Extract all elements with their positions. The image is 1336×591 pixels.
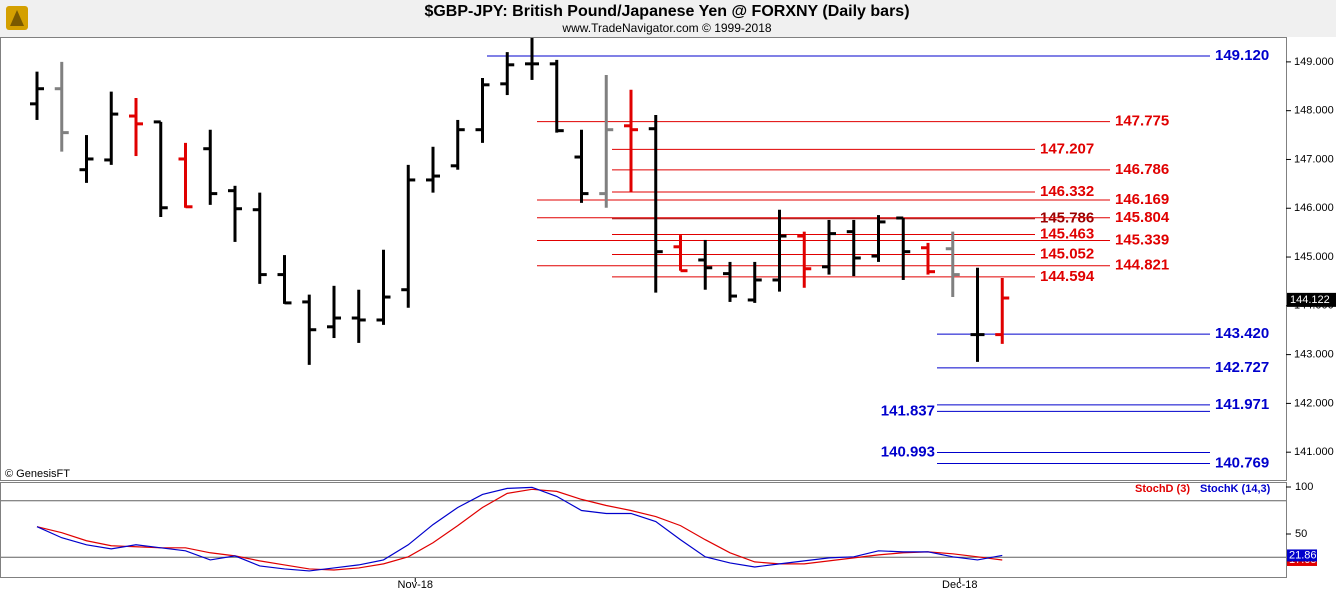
level-label: 145.804 (1115, 209, 1170, 226)
level-label: 144.594 (1040, 268, 1095, 285)
level-label: 140.769 (1215, 454, 1269, 471)
y-tick-label: 145.000 (1294, 251, 1334, 263)
level-label: 141.971 (1215, 396, 1269, 413)
level-label: 145.463 (1040, 225, 1094, 242)
chart-subtitle: www.TradeNavigator.com © 1999-2018 (561, 21, 771, 35)
last-value-box (1287, 549, 1317, 562)
price-panel (0, 37, 1287, 481)
y-tick-label: 100 (1295, 481, 1313, 493)
level-label: 147.207 (1040, 140, 1094, 157)
stoch-line (36, 488, 1003, 571)
level-label: 147.775 (1115, 113, 1169, 130)
last-price-label: 144.122 (1290, 294, 1330, 306)
last-value-label: 21.86 (1289, 549, 1317, 561)
level-label: 145.339 (1115, 231, 1169, 248)
y-tick-label: 143.000 (1294, 349, 1334, 361)
y-tick-label: 148.000 (1294, 105, 1334, 117)
stoch-panel (0, 482, 1287, 578)
level-label: 145.052 (1040, 245, 1094, 262)
level-label: 142.727 (1215, 359, 1269, 376)
stoch-line (36, 486, 1003, 572)
y-tick-label: 50 (1295, 528, 1307, 540)
level-label: 143.420 (1215, 325, 1269, 342)
credit: © GenesisFT (5, 468, 70, 480)
x-tick-label: Dec-18 (942, 579, 977, 591)
header-bar (0, 0, 1336, 37)
last-price-box (1287, 292, 1336, 307)
y-tick-label: 149.000 (1294, 56, 1334, 68)
y-tick-label: 146.000 (1294, 202, 1334, 214)
y-tick-label: 147.000 (1294, 153, 1334, 165)
logo (6, 6, 28, 30)
y-tick-label: 141.000 (1294, 446, 1334, 458)
level-label: 146.786 (1115, 161, 1169, 178)
level-label: 149.120 (1215, 47, 1269, 64)
x-tick-label: Nov-18 (398, 579, 433, 591)
level-label: 141.837 (881, 402, 935, 419)
level-label: 144.821 (1115, 257, 1169, 274)
level-label: 146.169 (1115, 191, 1169, 208)
level-label: 140.993 (881, 444, 935, 461)
legend-entry: StochK (14,3) (1200, 483, 1271, 495)
level-label: 146.332 (1040, 183, 1094, 200)
y-tick-label: 142.000 (1294, 397, 1334, 409)
chart-title: $GBP-JPY: British Pound/Japanese Yen @ F… (424, 3, 909, 20)
legend-entry: StochD (3) (1135, 483, 1190, 495)
